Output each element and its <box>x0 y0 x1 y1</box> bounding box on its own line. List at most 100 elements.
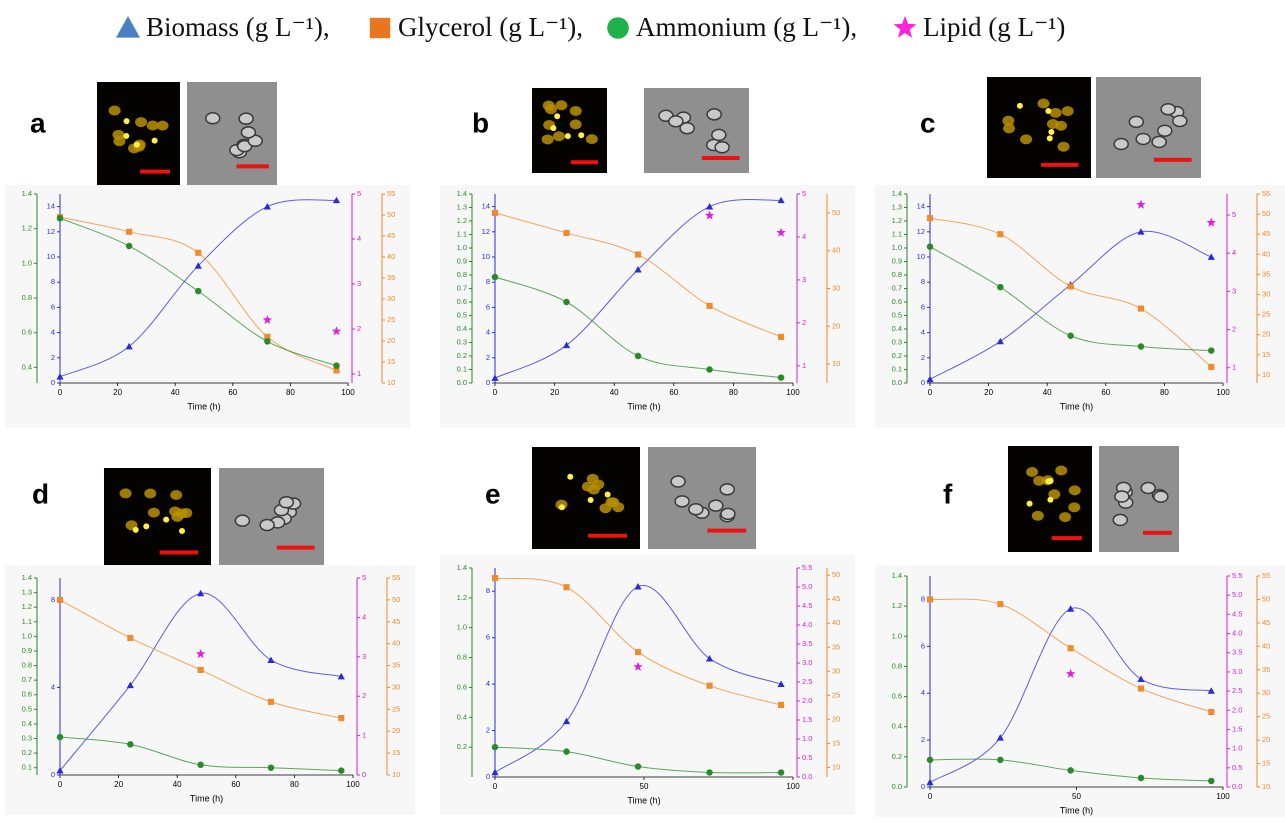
square-marker <box>926 215 934 222</box>
y-tick-label: 30 <box>1262 688 1270 697</box>
star-marker <box>633 661 643 671</box>
y-tick-label: 1.4 <box>22 189 32 198</box>
y-tick-label: 1.1 <box>892 229 902 238</box>
y-tick-label: 4 <box>51 328 55 337</box>
y-tick-label: 0.8 <box>892 270 902 279</box>
circle-marker <box>777 374 785 381</box>
cell-fluorescence <box>1055 120 1068 131</box>
lipid-droplet <box>1047 478 1054 485</box>
y-tick-label: 55 <box>387 189 395 198</box>
y-tick-label: 50 <box>392 595 400 604</box>
y-tick-label: 1.2 <box>457 216 467 225</box>
y-tick-label: 5 <box>1232 210 1236 219</box>
y-tick-label: 1.3 <box>892 202 902 211</box>
triangle-marker <box>1067 605 1075 612</box>
y-tick-label: 0.2 <box>457 351 467 360</box>
y-tick-label: 30 <box>832 283 840 292</box>
y-tick-label: 14 <box>917 202 925 211</box>
square-marker <box>997 231 1004 238</box>
y-tick-label: 0.8 <box>457 653 467 662</box>
y-tick-label: 0.7 <box>457 283 467 292</box>
triangle-marker <box>996 337 1004 345</box>
scale-bar <box>1051 536 1082 541</box>
y-tick-label: 2 <box>362 691 366 700</box>
y-tick-label: 1.2 <box>457 593 467 602</box>
scale-bar <box>159 550 199 555</box>
y-tick-label: 1.4 <box>892 571 902 580</box>
triangle-marker <box>263 203 271 210</box>
y-tick-label: 20 <box>1262 330 1270 339</box>
x-tick-label: 0 <box>493 388 498 397</box>
cell-brightfield <box>670 475 686 488</box>
triangle-marker <box>267 656 275 663</box>
y-tick-label: 0.3 <box>457 337 467 346</box>
panel-label: f <box>943 478 953 509</box>
y-tick-label: 0.0 <box>892 782 902 791</box>
triangle-marker <box>337 672 345 680</box>
cell-fluorescence <box>569 105 582 116</box>
scale-bar <box>1143 530 1172 535</box>
panel-label: c <box>920 107 936 138</box>
series-curve <box>59 592 342 771</box>
legend-label: Ammonium (g L⁻¹), <box>636 12 857 42</box>
y-tick-label: 0 <box>486 772 490 781</box>
circle-marker <box>491 273 499 281</box>
y-tick-label: 14 <box>47 202 55 211</box>
y-tick-label: 50 <box>832 570 840 579</box>
cell-fluorescence <box>1055 465 1068 476</box>
y-tick-label: 20 <box>392 726 400 735</box>
y-tick-label: 6 <box>51 302 55 311</box>
cell-brightfield <box>714 141 730 154</box>
x-axis-label: Time (h) <box>187 401 220 411</box>
x-tick-label: 50 <box>640 782 649 791</box>
y-tick-label: 2 <box>1232 325 1236 334</box>
lipid-droplet <box>578 132 585 139</box>
circle-marker <box>197 761 204 769</box>
lipid-droplet <box>179 527 186 534</box>
cell-fluorescence <box>112 129 125 140</box>
y-tick-label: 10 <box>47 252 55 261</box>
y-tick-label: 40 <box>387 252 395 261</box>
cell-fluorescence <box>555 100 568 111</box>
circle-marker <box>634 352 642 360</box>
triangle-marker <box>332 196 341 204</box>
triangle-marker <box>1137 228 1145 235</box>
triangle-marker <box>56 767 64 774</box>
y-tick-label: 40 <box>392 639 400 648</box>
cell-fluorescence <box>569 119 582 130</box>
triangle-marker <box>634 266 642 273</box>
y-tick-label: 4.5 <box>802 601 812 610</box>
y-tick-label: 0.4 <box>22 362 32 371</box>
lipid-droplet <box>1046 135 1053 142</box>
square-marker <box>267 698 275 705</box>
square-marker <box>491 209 499 216</box>
scale-bar <box>1041 162 1079 167</box>
cell-fluorescence <box>599 503 612 514</box>
y-tick-label: 25 <box>387 315 395 324</box>
scale-bar <box>707 528 747 533</box>
y-tick-label: 3.5 <box>802 639 812 648</box>
cell-fluorescence <box>108 105 121 116</box>
y-tick-label: 0 <box>362 770 366 779</box>
cell-brightfield <box>1113 137 1129 151</box>
legend-label: Lipid (g L⁻¹) <box>923 12 1065 42</box>
panel-label: e <box>485 478 501 509</box>
y-tick-label: 8 <box>51 277 55 286</box>
y-tick-label: 12 <box>482 227 490 236</box>
lipid-droplet <box>558 504 565 511</box>
square-marker <box>1137 305 1145 312</box>
square-marker <box>563 229 570 236</box>
cell-brightfield <box>205 112 221 125</box>
x-tick-label: 100 <box>1216 792 1230 801</box>
square-marker <box>126 228 133 235</box>
lipid-droplet <box>123 118 130 125</box>
panel-background <box>440 555 855 815</box>
y-tick-label: 0 <box>51 378 55 387</box>
cell-fluorescence <box>147 507 160 518</box>
y-tick-label: 0.3 <box>892 337 902 346</box>
y-tick-label: 4.5 <box>1232 609 1242 618</box>
brightfield-image <box>648 447 756 549</box>
cell-fluorescence <box>169 506 182 517</box>
y-tick-label: 50 <box>387 210 395 219</box>
star-marker <box>1206 217 1216 227</box>
